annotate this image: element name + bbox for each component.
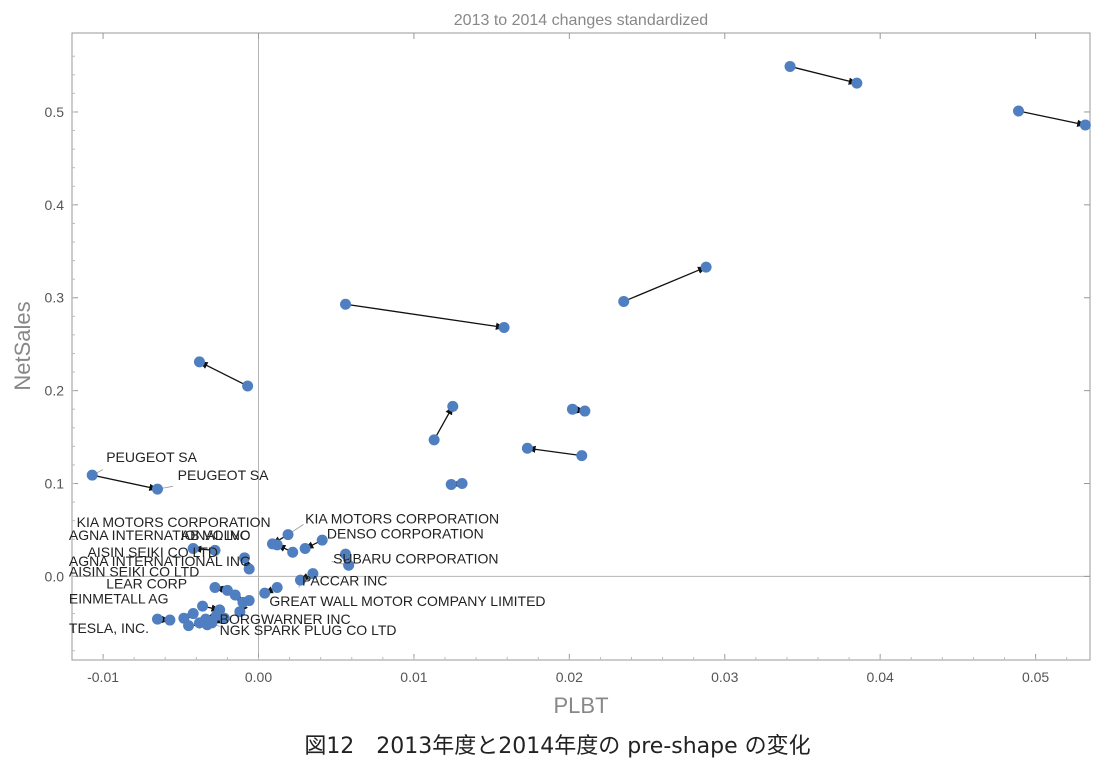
point-2013: [340, 548, 352, 560]
y-tick-label: 0.3: [45, 290, 65, 306]
point-2014: [294, 574, 306, 586]
point-2013: [209, 544, 221, 556]
point-2014: [1079, 119, 1091, 131]
change-arrow: [1018, 110, 1087, 127]
data-points: [86, 60, 1091, 632]
scatter-chart: -0.01 0.00 0.01 0.02 0.03 0.04 0.05 0.0 0.1 0.2 0.…: [10, 12, 1091, 718]
point-2013: [229, 589, 241, 601]
point-2014: [271, 539, 283, 551]
point-2013: [151, 613, 163, 625]
y-tick-label: 0.5: [45, 104, 65, 120]
chart-title: 2013 to 2014 changes standardized: [454, 12, 708, 29]
point-2014: [447, 400, 459, 412]
point-2013: [316, 534, 328, 546]
point-2014: [239, 552, 251, 564]
point-2014: [259, 587, 271, 599]
point-label: KIA MOTORS CORPORATION: [77, 514, 271, 530]
y-tick-label: 0.1: [45, 476, 65, 492]
point-label: DENSO CORPORATION: [327, 525, 484, 541]
point-2013: [187, 608, 199, 620]
point-2014: [164, 614, 176, 626]
point-2014: [178, 612, 190, 624]
x-axis-label: PLBT: [553, 693, 608, 718]
point-2014: [700, 261, 712, 273]
point-2013: [307, 568, 319, 580]
point-label: TESLA, INC.: [69, 620, 149, 636]
change-arrow: [623, 266, 707, 303]
point-2013: [271, 582, 283, 594]
point-2013: [242, 380, 254, 392]
point-2014: [200, 613, 212, 625]
point-2014: [851, 77, 863, 89]
point-label: AGNA INTERNATIONAL INC: [69, 553, 250, 569]
point-2013: [576, 450, 588, 462]
change-arrow: [92, 474, 159, 491]
x-tick-label: 0.01: [400, 669, 427, 685]
point-labels: PEUGEOT SA PEUGEOT SA KIA MOTORS CORPORATI…: [69, 449, 546, 638]
axis-ticks: -0.01 0.00 0.01 0.02 0.03 0.04 0.05 0.0 0.1 0.2 0.…: [45, 33, 1090, 685]
figure-caption: 図12 2013年度と2014年度の pre-shape の変化: [304, 734, 811, 759]
change-arrow: [345, 303, 505, 330]
point-label: AISIN SEIKI CO LTD: [88, 544, 218, 560]
point-2013: [197, 600, 209, 612]
point-2014: [579, 405, 591, 417]
point-2014: [343, 559, 355, 571]
point-2013: [243, 595, 255, 607]
x-tick-label: 0.03: [711, 669, 738, 685]
point-label: NGK SPARK PLUG CO LTD: [220, 622, 397, 638]
point-2014: [299, 543, 311, 555]
point-2013: [428, 434, 440, 446]
x-tick-label: 0.00: [245, 669, 272, 685]
point-label: AB VOLVO: [181, 527, 251, 543]
point-2014: [151, 483, 163, 495]
point-2013: [1013, 105, 1025, 117]
change-arrow: [433, 405, 454, 441]
point-2014: [498, 321, 510, 333]
plot-frame: [71, 32, 1091, 661]
point-2014: [234, 606, 246, 618]
point-label: EINMETALL AG: [69, 590, 169, 606]
y-tick-label: 0.2: [45, 383, 65, 399]
x-tick-label: 0.02: [556, 669, 583, 685]
x-tick-label: 0.04: [867, 669, 894, 685]
x-tick-label: 0.05: [1022, 669, 1049, 685]
point-2013: [211, 609, 223, 621]
y-axis-label: NetSales: [10, 301, 35, 390]
point-2013: [282, 529, 294, 541]
point-2014: [521, 442, 533, 454]
point-label: AGNA INTERNATIONAL INC: [69, 527, 250, 543]
point-2013: [287, 546, 299, 558]
point-label: BORGWARNER INC: [220, 611, 351, 627]
point-label: PEUGEOT SA: [106, 449, 197, 465]
point-2014: [193, 356, 205, 368]
point-2013: [456, 478, 468, 490]
y-tick-label: 0.0: [45, 568, 65, 584]
point-2013: [618, 295, 630, 307]
point-2014: [445, 478, 457, 490]
zero-lines: [72, 33, 1090, 660]
point-2013: [243, 563, 255, 575]
point-label: AISIN SEIKI CO LTD: [69, 563, 199, 579]
point-2014: [209, 582, 221, 594]
point-label: SUBARU CORPORATION: [333, 550, 498, 566]
point-label: PEUGEOT SA: [178, 467, 269, 483]
point-label: KIA MOTORS CORPORATION: [305, 510, 499, 526]
point-label: GREAT WALL MOTOR COMPANY LIMITED: [269, 593, 545, 609]
x-tick-label: -0.01: [87, 669, 119, 685]
point-label: PACCAR INC: [302, 573, 387, 589]
point-2014: [187, 543, 199, 555]
point-2013: [784, 60, 796, 72]
change-arrow: [198, 361, 248, 387]
point-2013: [340, 298, 352, 310]
y-tick-label: 0.4: [45, 197, 65, 213]
change-arrow: [526, 445, 582, 457]
point-label: LEAR CORP: [106, 575, 187, 591]
change-arrow: [789, 65, 858, 85]
point-2013: [86, 469, 98, 481]
point-2013: [566, 403, 578, 415]
